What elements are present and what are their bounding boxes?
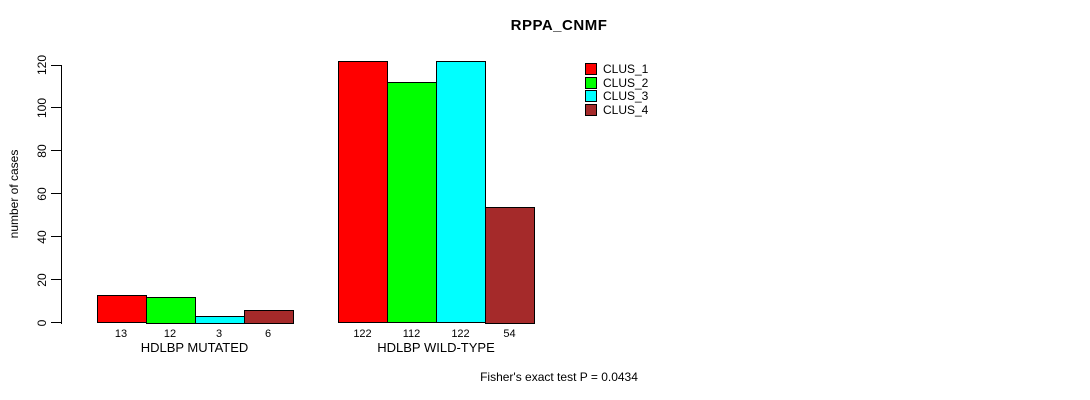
y-axis-tick-label: 0 bbox=[35, 319, 49, 326]
y-axis-tick bbox=[51, 107, 61, 109]
legend-item-clus_4: CLUS_4 bbox=[585, 103, 648, 117]
y-axis-tick bbox=[51, 150, 61, 152]
y-axis-tick-label: 120 bbox=[35, 54, 49, 76]
bar-clus_4-group1 bbox=[243, 309, 294, 324]
legend-label: CLUS_1 bbox=[603, 61, 649, 76]
bar-clus_3-group1 bbox=[194, 316, 245, 324]
y-axis-tick bbox=[51, 64, 61, 66]
y-axis-tick bbox=[51, 279, 61, 281]
x-category-label: HDLBP WILD-TYPE bbox=[377, 340, 495, 355]
bar-value-label: 12 bbox=[163, 328, 177, 340]
bar-value-label: 122 bbox=[451, 328, 470, 340]
legend-swatch-icon bbox=[585, 103, 597, 116]
bar-value-label: 54 bbox=[503, 328, 516, 340]
y-axis-tick-label: 100 bbox=[35, 97, 49, 118]
legend: CLUS_1 CLUS_2 CLUS_3 CLUS_4 bbox=[585, 62, 648, 117]
legend-item-clus_2: CLUS_2 bbox=[585, 76, 648, 90]
bar-clus_1-group1 bbox=[96, 294, 147, 324]
annotation-fisher-test: Fisher's exact test P = 0.0434 bbox=[480, 370, 638, 384]
bar-value-label: 122 bbox=[353, 328, 372, 340]
x-category-label: HDLBP MUTATED bbox=[140, 340, 249, 355]
legend-label: CLUS_2 bbox=[603, 75, 649, 90]
bar-clus_2-group1 bbox=[145, 296, 196, 324]
bar-clus_1-group2 bbox=[338, 60, 388, 324]
bar-value-label: 112 bbox=[402, 328, 421, 340]
bar-clus_2-group2 bbox=[387, 82, 437, 324]
y-axis-tick-label: 80 bbox=[35, 144, 49, 158]
chart-title: RPPA_CNMF bbox=[510, 17, 608, 34]
legend-item-clus_3: CLUS_3 bbox=[585, 89, 648, 103]
bar-value-label: 3 bbox=[215, 328, 223, 340]
legend-swatch-icon bbox=[585, 62, 597, 75]
bar-clus_3-group2 bbox=[436, 60, 486, 324]
legend-item-clus_1: CLUS_1 bbox=[585, 62, 648, 76]
y-axis-tick bbox=[51, 236, 61, 238]
y-axis-tick bbox=[51, 193, 61, 195]
y-axis-tick bbox=[51, 322, 61, 323]
legend-swatch-icon bbox=[585, 90, 597, 103]
y-axis-line bbox=[61, 65, 62, 324]
legend-label: CLUS_4 bbox=[603, 102, 649, 117]
bar-value-label: 6 bbox=[264, 328, 272, 340]
y-axis-label: number of cases bbox=[7, 149, 21, 239]
y-axis-tick-label: 20 bbox=[35, 272, 49, 287]
legend-label: CLUS_3 bbox=[603, 89, 649, 104]
legend-swatch-icon bbox=[585, 76, 597, 89]
y-axis-tick-label: 60 bbox=[35, 187, 49, 201]
y-axis-tick-label: 40 bbox=[35, 229, 49, 244]
bar-clus_4-group2 bbox=[485, 206, 535, 324]
bar-value-label: 13 bbox=[114, 328, 128, 340]
